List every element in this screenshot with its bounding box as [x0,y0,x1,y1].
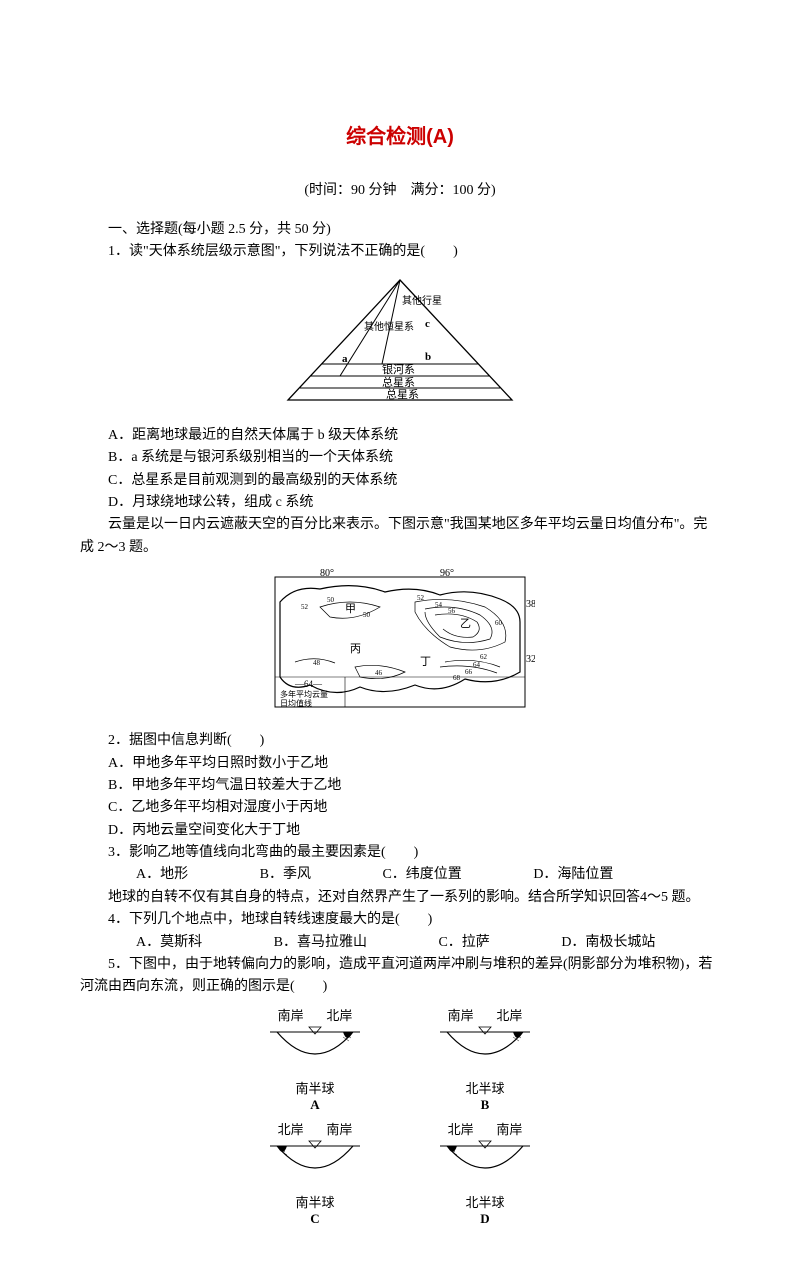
r-hemi-n: 北半球 [435,1078,535,1097]
cv6: 62 [480,653,488,661]
r-south3: 南岸 [326,1122,352,1137]
label-D: D [435,1211,535,1227]
legend2: 多年平均云量 [280,689,328,699]
cv5: 60 [495,619,503,627]
q4-options: A．莫斯科 B．喜马拉雅山 C．拉萨 D．南极长城站 [80,932,720,954]
pyramid-r5: 总星系 [382,375,415,389]
q3-optA: A．地形 [108,864,188,886]
cv3: 54 [435,601,443,609]
lab-jia: 甲 [345,603,356,615]
q4-optB: B．喜马拉雅山 [246,932,367,954]
river-C: 北岸 南岸 南半球 C [265,1119,365,1227]
q4-optC: C．拉萨 [410,932,489,954]
river-row-1: 南岸 北岸 南半球 A 南岸 北岸 [80,1005,720,1113]
q1-optA: A．距离地球最近的自然天体属于 b 级天体系统 [80,425,720,447]
cv1: 50 [363,611,371,619]
q2-optB: B．甲地多年平均气温日较差大于乙地 [80,775,720,797]
pyramid-r5b: 总星系 [386,387,419,401]
q2-optC: C．乙地多年平均相对湿度小于丙地 [80,797,720,819]
pyramid-r2l: 其他恒星系 [364,320,414,333]
section-heading: 一、选择题(每小题 2.5 分，共 50 分) [80,219,720,241]
cv2: 52 [417,594,425,602]
subtitle: (时间：90 分钟 满分：100 分) [80,179,720,199]
cv7: 64 [473,661,481,669]
r-north3: 北岸 [278,1122,304,1137]
pyramid-figure: 其他行星 其他恒星系 c a b 银河系 总星系 总星系 [80,272,720,417]
cloud-map-figure: 80° 96° 38° 32° 甲 乙 丙 丁 50 50 52 54 56 6… [80,567,720,722]
q3-stem: 3．影响乙地等值线向北弯曲的最主要因素是( ) [80,842,720,864]
lon2: 96° [440,568,454,579]
legend1: —64— [294,679,323,689]
q1-optC: C．总星系是目前观测到的最高级别的天体系统 [80,470,720,492]
q3-optB: B．季风 [232,864,311,886]
river-B: 南岸 北岸 北半球 B [435,1005,535,1113]
pyramid-b: b [425,351,431,363]
r-hemi-s: 南半球 [265,1078,365,1097]
q2-optA: A．甲地多年平均日照时数小于乙地 [80,753,720,775]
label-B: B [435,1097,535,1113]
lab-ding: 丁 [420,656,431,668]
r-north: 北岸 [326,1008,352,1023]
legend3: 日均值线 [280,698,312,708]
q1-optB: B．a 系统是与银河系级别相当的一个天体系统 [80,447,720,469]
cv10: 46 [375,669,383,677]
q3-options: A．地形 B．季风 C．纬度位置 D．海陆位置 [80,864,720,886]
r-north2: 北岸 [496,1008,522,1023]
q2-optD: D．丙地云量空间变化大于丁地 [80,820,720,842]
q1-optD: D．月球绕地球公转，组成 c 系统 [80,492,720,514]
river-D: 北岸 南岸 北半球 D [435,1119,535,1227]
cv4: 56 [448,607,456,615]
pyramid-r4: 银河系 [382,362,415,376]
q2-stem: 2．据图中信息判断( ) [80,730,720,752]
q4-optD: D．南极长城站 [533,932,655,954]
lon1: 80° [320,568,334,579]
cv9: 68 [453,674,461,682]
q3-optD: D．海陆位置 [505,864,613,886]
cv0: 50 [327,596,335,604]
r-south: 南岸 [278,1008,304,1023]
cv11: 48 [313,659,321,667]
river-row-2: 北岸 南岸 南半球 C 北岸 南岸 [80,1119,720,1227]
label-C: C [265,1211,365,1227]
cv12: 52 [301,603,309,611]
q1-stem: 1．读"天体系统层级示意图"，下列说法不正确的是( ) [80,241,720,263]
q5-stem: 5．下图中，由于地转偏向力的影响，造成平直河道两岸冲刷与堆积的差异(阴影部分为堆… [80,954,720,999]
q4-optA: A．莫斯科 [108,932,202,954]
lat1: 38° [526,599,535,610]
intro-q23: 云量是以一日内云遮蔽天空的百分比来表示。下图示意"我国某地区多年平均云量日均值分… [80,514,720,559]
pyramid-c: c [425,318,430,330]
r-hemi-n2: 北半球 [435,1192,535,1211]
r-hemi-s2: 南半球 [265,1192,365,1211]
lat2: 32° [526,654,535,665]
intro-q45: 地球的自转不仅有其自身的特点，还对自然界产生了一系列的影响。结合所学知识回答4～… [80,887,720,909]
label-A: A [265,1097,365,1113]
cv8: 66 [465,668,473,676]
pyramid-top: 其他行星 [402,294,442,307]
lab-yi: 乙 [460,617,471,630]
r-south2: 南岸 [448,1008,474,1023]
page-title: 综合检测(A) [80,120,720,149]
r-south4: 南岸 [496,1122,522,1137]
r-north4: 北岸 [448,1122,474,1137]
lab-bing: 丙 [350,643,361,655]
q3-optC: C．纬度位置 [354,864,461,886]
river-A: 南岸 北岸 南半球 A [265,1005,365,1113]
pyramid-a: a [342,353,348,365]
q4-stem: 4．下列几个地点中，地球自转线速度最大的是( ) [80,909,720,931]
